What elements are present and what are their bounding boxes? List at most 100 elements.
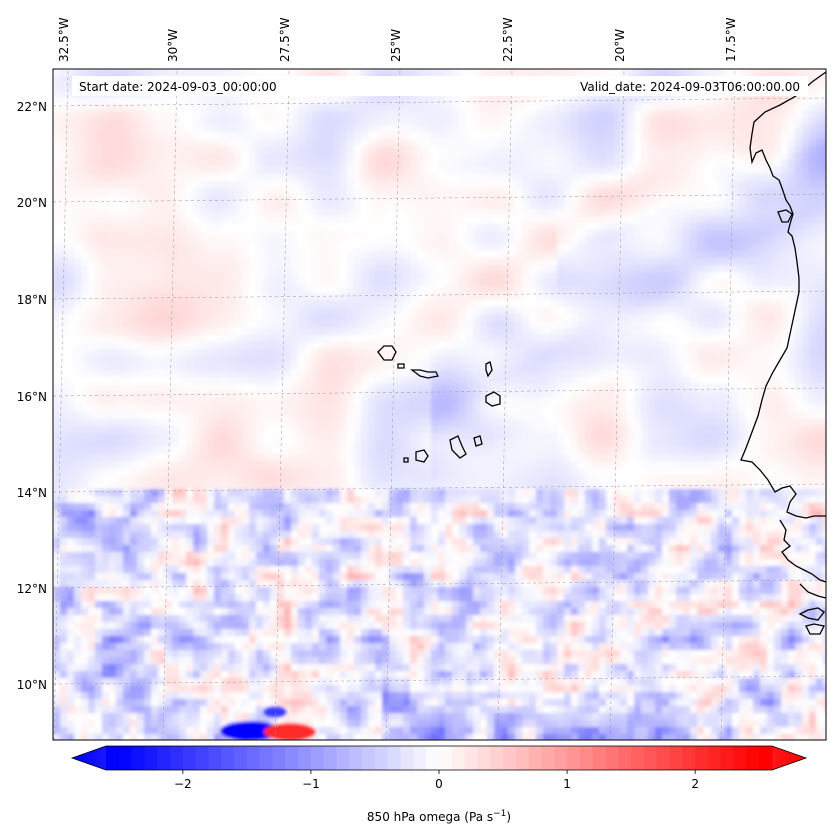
colorbar-segment: [259, 746, 273, 770]
start-date-text: Start date: 2024-09-03_00:00:00: [79, 80, 277, 94]
colorbar-segment: [695, 746, 709, 770]
colorbar-segment: [733, 746, 747, 770]
colorbar-segment: [157, 746, 171, 770]
colorbar-segment: [221, 746, 235, 770]
colorbar-segment: [144, 746, 158, 770]
info-bar: [72, 76, 808, 96]
lon-label-20w: 20°W: [613, 29, 627, 62]
colorbar-segment: [439, 746, 453, 770]
colorbar-segment: [285, 746, 299, 770]
parallel-line: [53, 290, 826, 300]
colorbar-segment: [310, 746, 325, 770]
colorbar-segment: [349, 746, 363, 770]
meridian-line: [609, 69, 625, 740]
lon-label-25w: 25°W: [389, 29, 403, 62]
colorbar-title: 850 hPa omega (Pa s−1): [367, 809, 511, 824]
colorbar-tick-label: −2: [174, 777, 192, 791]
colorbar-segment: [554, 746, 568, 770]
latitude-labels: 22°N 20°N 18°N 16°N 14°N 12°N 10°N: [17, 100, 47, 692]
colorbar-segment: [400, 746, 414, 770]
lon-label-32-5w: 32.5°W: [57, 17, 71, 62]
colorbar-ticks: −2 −1 0 1 2: [174, 770, 699, 791]
lat-label-18n: 18°N: [17, 293, 47, 307]
lat-label-20n: 20°N: [17, 196, 47, 210]
lon-label-27-5w: 27.5°W: [278, 17, 292, 62]
colorbar-outline: [70, 745, 808, 771]
colorbar-segment: [720, 746, 734, 770]
colorbar-tick-label: 1: [563, 777, 571, 791]
colorbar-segment: [579, 746, 594, 770]
meridian-line: [274, 69, 290, 740]
parallel-line: [53, 579, 826, 589]
parallel-line: [53, 675, 826, 685]
colorbar-segment: [118, 746, 133, 770]
colorbar-segment: [759, 746, 773, 770]
colorbar-segment: [426, 746, 440, 770]
meridian-line: [720, 69, 736, 740]
island-santiago: [449, 435, 467, 459]
colorbar-segment: [272, 746, 286, 770]
colorbar-segment: [387, 746, 401, 770]
colorbar-segment: [503, 746, 517, 770]
colorbar-segment: [682, 746, 696, 770]
colorbar-segment: [374, 746, 389, 770]
dakar-peninsula: [777, 209, 793, 223]
meridian-line: [53, 69, 69, 740]
colorbar-segment: [631, 746, 645, 770]
colorbar-segment: [208, 746, 222, 770]
africa-coastline: [740, 71, 826, 519]
colorbar-segment: [541, 746, 555, 770]
meridian-line: [497, 69, 513, 740]
lat-label-12n: 12°N: [17, 582, 47, 596]
colorbar-segment: [234, 746, 248, 770]
map-border: [52, 68, 827, 741]
colorbar-tick-label: −1: [302, 777, 320, 791]
colorbar-segment: [669, 746, 683, 770]
colorbar-segment: [707, 746, 722, 770]
colorbar-segment: [643, 746, 658, 770]
island-boa-vista: [485, 391, 501, 407]
island-santo-antao: [377, 345, 397, 361]
lon-label-17-5w: 17.5°W: [724, 17, 738, 62]
colorbar-segment: [246, 746, 261, 770]
colorbar-tick-label: 2: [691, 777, 699, 791]
coastline: [377, 71, 826, 635]
island-sal: [485, 361, 493, 378]
lat-label-16n: 16°N: [17, 390, 47, 404]
colorbar-segments: [106, 746, 773, 770]
colorbar-title-end: ): [506, 810, 511, 824]
colorbar-segment: [182, 746, 197, 770]
colorbar-segment: [528, 746, 542, 770]
graticule: [53, 69, 826, 740]
meridian-line: [162, 69, 178, 740]
island-maio: [473, 435, 483, 447]
colorbar-segment: [656, 746, 670, 770]
island-sao-nicolau: [410, 369, 439, 379]
colorbar-segment: [490, 746, 504, 770]
lon-label-22-5w: 22.5°W: [501, 17, 515, 62]
colorbar-segment: [592, 746, 606, 770]
valid-date-text: Valid_date: 2024-09-03T06:00:00.00: [580, 80, 800, 94]
longitude-labels: 32.5°W 30°W 27.5°W 25°W 22.5°W 20°W 17.5…: [57, 17, 738, 62]
parallel-line: [53, 193, 826, 203]
colorbar-segment: [464, 746, 478, 770]
colorbar-segment: [362, 746, 376, 770]
island-brava: [403, 457, 409, 463]
africa-islands-south: [779, 519, 826, 635]
colorbar-segment: [298, 746, 312, 770]
colorbar-title-main: 850 hPa omega (Pa s: [367, 810, 493, 824]
colorbar-segment: [195, 746, 209, 770]
lat-label-14n: 14°N: [17, 486, 47, 500]
island-sao-vicente: [397, 363, 405, 369]
colorbar-segment: [170, 746, 184, 770]
lat-label-22n: 22°N: [17, 100, 47, 114]
colorbar-segment: [323, 746, 337, 770]
parallel-line: [53, 483, 826, 493]
colorbar-segment: [413, 746, 427, 770]
lon-label-30w: 30°W: [166, 29, 180, 62]
colorbar-segment: [618, 746, 632, 770]
colorbar-segment: [477, 746, 491, 770]
colorbar-segment: [451, 746, 466, 770]
colorbar-title-sup: −1: [493, 809, 506, 819]
colorbar: −2 −1 0 1 2 850 hPa omega (Pa s−1): [70, 745, 808, 824]
